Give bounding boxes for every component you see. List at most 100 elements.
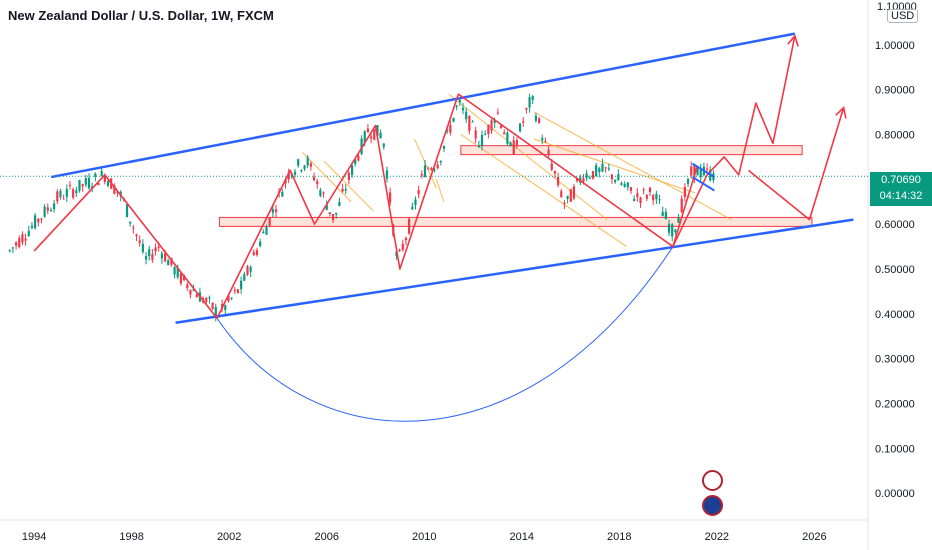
- candle-body: [129, 221, 132, 224]
- candle-body: [642, 189, 645, 191]
- candle-body: [664, 211, 667, 220]
- candle-body: [610, 174, 614, 180]
- chart-title: New Zealand Dollar / U.S. Dollar, 1W, FX…: [8, 8, 274, 23]
- candle-body: [363, 131, 366, 143]
- candle-body: [53, 203, 56, 210]
- candle-body: [170, 257, 173, 265]
- candle-body: [598, 168, 601, 173]
- candle-body: [205, 298, 208, 302]
- candle-body: [487, 125, 490, 134]
- zigzag-line: [33, 93, 699, 320]
- support-zone: [218, 216, 813, 227]
- countdown-label: 04:14:32: [879, 190, 923, 202]
- candle-body: [208, 297, 211, 299]
- candle-body: [446, 129, 449, 132]
- y-tick-label: 0.30000: [875, 354, 915, 366]
- candle-body: [157, 246, 160, 248]
- candle-body: [515, 140, 518, 146]
- candle-body: [227, 295, 230, 302]
- candle-body: [8, 250, 11, 252]
- candle-body: [468, 115, 471, 132]
- candle-body: [525, 108, 528, 110]
- orange-channel-line: [435, 179, 445, 202]
- candle-body: [97, 183, 100, 186]
- candle-body: [37, 218, 40, 223]
- projection-down-arrowhead: [835, 105, 847, 119]
- candle-body: [389, 192, 392, 203]
- candle-body: [325, 204, 328, 210]
- candle-body: [262, 231, 265, 234]
- x-tick-label: 1998: [119, 531, 143, 543]
- currency-badge[interactable]: USD: [887, 9, 919, 23]
- candle-body: [690, 166, 693, 176]
- x-tick-label: 2026: [802, 531, 826, 543]
- candle-body: [160, 253, 163, 259]
- x-tick-label: 2022: [705, 531, 729, 543]
- candle-body: [186, 284, 189, 289]
- projection-up-path: [672, 35, 796, 247]
- candle-body: [173, 267, 176, 275]
- candle-body: [246, 266, 249, 275]
- candle-body: [601, 163, 604, 172]
- candle-body: [588, 177, 591, 179]
- candle-body: [350, 165, 354, 176]
- y-tick-label: 0.10000: [875, 443, 915, 455]
- candle-body: [303, 165, 306, 169]
- candle-body: [671, 224, 674, 237]
- candle-body: [591, 171, 595, 179]
- us-flag-icon[interactable]: [702, 470, 723, 491]
- candle-body: [297, 159, 300, 166]
- candle-body: [566, 195, 569, 199]
- candle-body: [144, 256, 148, 260]
- candle-body: [563, 202, 566, 204]
- candle-body: [531, 95, 534, 100]
- orange-channel-line: [533, 138, 696, 194]
- candle-body: [252, 252, 255, 256]
- candle-body: [18, 238, 21, 248]
- candle-body: [557, 176, 560, 186]
- candle-body: [465, 111, 468, 120]
- candle-body: [550, 163, 553, 170]
- y-tick-label: 0.90000: [875, 85, 915, 97]
- candle-body: [680, 198, 683, 212]
- candle-body: [255, 250, 259, 255]
- candle-body: [62, 198, 65, 200]
- candle-body: [503, 132, 506, 135]
- candle-body: [585, 173, 588, 179]
- y-tick-label: 0.80000: [875, 129, 915, 141]
- candle-body: [436, 164, 439, 169]
- nz-flag-icon[interactable]: [702, 495, 723, 516]
- candle-body: [614, 180, 617, 183]
- candle-body: [547, 149, 550, 156]
- candle-body: [696, 167, 699, 176]
- candle-body: [357, 155, 360, 161]
- x-tick-label: 2018: [607, 531, 631, 543]
- candle-body: [113, 185, 116, 194]
- candle-body: [49, 209, 53, 212]
- orange-channel-line: [323, 161, 374, 212]
- candle-body: [100, 171, 103, 176]
- candle-body: [132, 227, 135, 229]
- candle-body: [379, 132, 382, 139]
- candle-body: [398, 249, 401, 252]
- candle-body: [461, 107, 465, 111]
- candle-body: [477, 145, 480, 148]
- projection-down-path: [748, 107, 845, 221]
- candle-body: [306, 157, 309, 166]
- candle-body: [249, 267, 252, 272]
- x-tick-label: 2010: [412, 531, 436, 543]
- candle-body: [281, 191, 284, 197]
- candle-body: [27, 230, 30, 237]
- candle-body: [106, 181, 110, 186]
- orange-channel-line: [460, 134, 627, 247]
- candle-body: [369, 136, 373, 139]
- candle-body: [693, 165, 696, 179]
- candle-body: [404, 237, 408, 241]
- candle-body: [674, 229, 677, 232]
- candle-body: [541, 137, 544, 141]
- candle-body: [94, 173, 97, 177]
- candle-body: [408, 218, 411, 234]
- candle-body: [604, 167, 607, 169]
- candle-body: [268, 217, 271, 226]
